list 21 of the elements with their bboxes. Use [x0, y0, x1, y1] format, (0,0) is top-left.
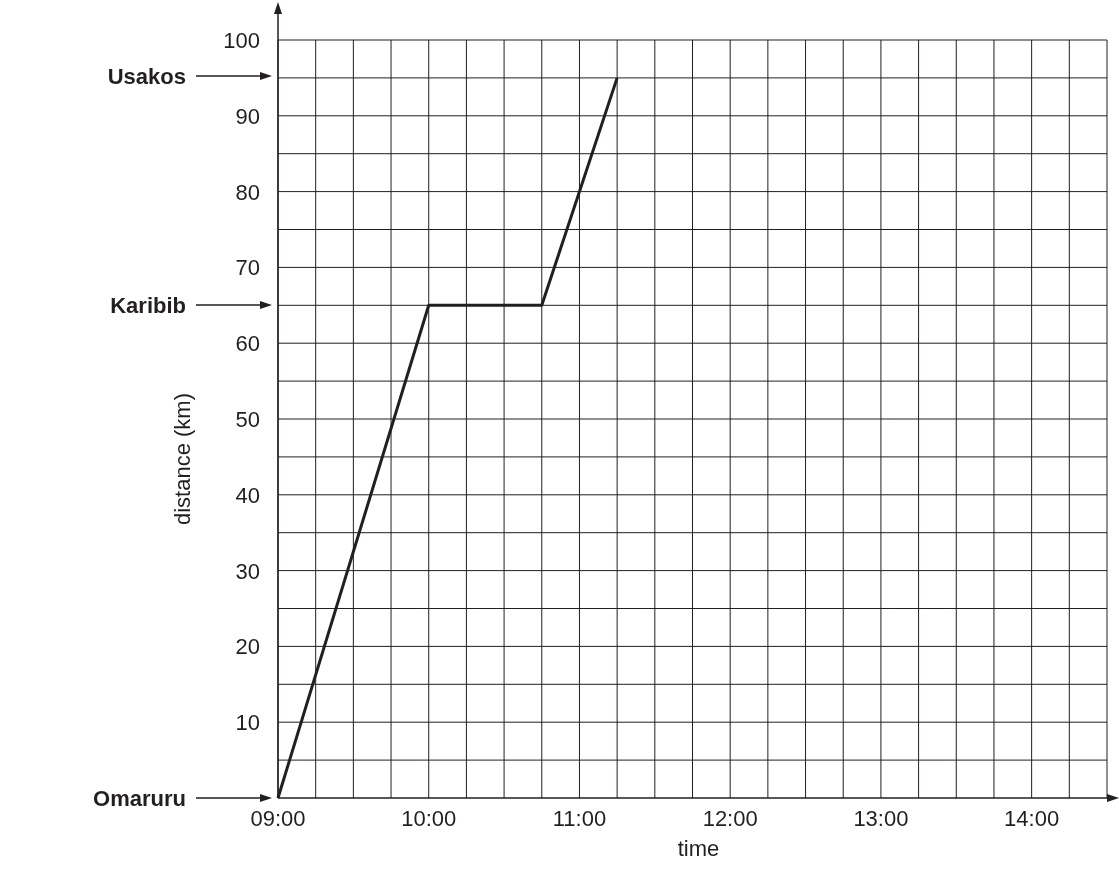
text: Karibib	[110, 293, 186, 318]
y-tick-label: 60	[235, 331, 260, 357]
x-tick-label: 11:00	[552, 806, 607, 831]
x-tick-label: 09:00	[250, 806, 306, 831]
y-axis-title: distance (km)	[170, 392, 195, 526]
y-tick-label: 30	[235, 558, 260, 584]
x-tick-label: 13:00	[853, 806, 909, 831]
x-tick-label: 10:00	[401, 806, 457, 831]
y-tick-label: 70	[235, 255, 260, 281]
x-tick-label: 14:00	[1004, 806, 1060, 831]
y-tick-label: 100	[223, 28, 260, 53]
y-tick-label: 10	[235, 710, 260, 736]
x-axis-title: time	[677, 836, 720, 861]
text: Omaruru	[93, 786, 186, 811]
text: Usakos	[107, 64, 186, 89]
x-tick-label: 12:00	[702, 806, 758, 831]
y-tick-label: 20	[235, 634, 260, 660]
y-tick-label: 40	[235, 482, 260, 508]
y-tick-label: 80	[235, 179, 260, 205]
y-tick-label: 90	[235, 103, 260, 129]
y-tick-label: 50	[235, 407, 260, 432]
